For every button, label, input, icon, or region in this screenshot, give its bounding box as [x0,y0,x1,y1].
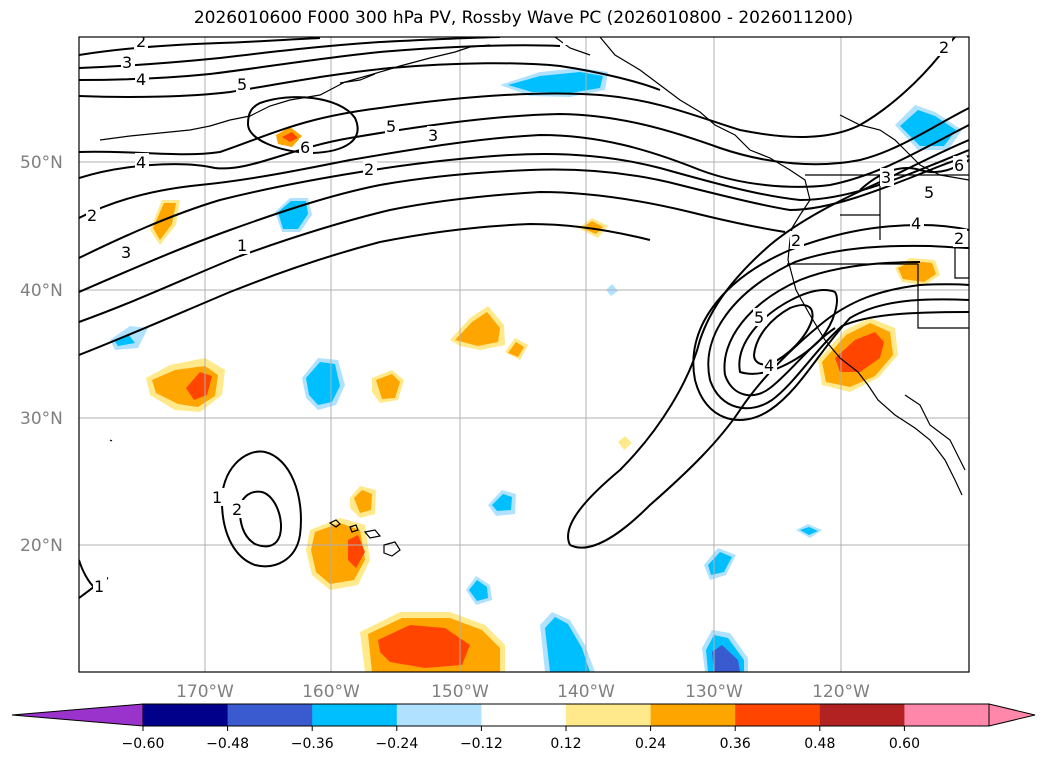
contour-label: 5 [237,75,247,94]
colorbar-segment [904,704,990,726]
contour-label: 4 [136,70,146,89]
lat-label-50n: 50°N [20,153,63,173]
colorbar: −0.60 −0.48 −0.36 −0.24 −0.12 0.12 0.24 0.36 0.4… [11,703,1036,752]
longitude-axis: 170°W 160°W 150°W 140°W 130°W 120°W [176,682,870,702]
contour-label: 1 [94,577,104,596]
alaska-coastline [99,44,491,141]
latitude-axis: 50°N 40°N 30°N 20°N [20,153,63,556]
pv-contours [79,37,969,599]
colorbar-tick-label: 0.12 [550,736,581,752]
map-frame [78,36,970,673]
colorbar-segment [396,704,482,726]
contour-label: 1 [237,236,247,255]
colorbar-tick-label: −0.60 [122,736,165,752]
positive-anomaly [153,203,176,240]
contour-label: 2 [791,231,801,250]
colorbar-extension-low [11,703,144,727]
lat-label-30n: 30°N [20,409,63,429]
contour-label: 2 [136,32,146,51]
lon-label-120w: 120°W [812,682,870,702]
contour-label: 2 [954,229,964,248]
colorbar-segment [735,704,821,726]
contour-label: 1 [212,488,222,507]
contour-label: 4 [136,153,146,172]
colorbar-segment [227,704,313,726]
colorbar-segment [819,704,905,726]
contour-label: 2 [939,38,949,57]
colorbar-tick-label: −0.12 [460,736,503,752]
colorbar-segment [143,704,229,726]
colorbar-tick-label: −0.36 [291,736,334,752]
colorbar-tick-label: 0.36 [720,736,751,752]
contour-label: 2 [364,160,374,179]
gridlines [79,37,969,672]
colorbar-tick-label: −0.24 [375,736,418,752]
lon-label-140w: 140°W [557,682,615,702]
contour-label: 2 [87,206,97,225]
lon-label-150w: 150°W [431,682,489,702]
closed-contour-2 [238,490,282,548]
lat-label-40n: 40°N [20,281,63,301]
colorbar-tick-label: −0.48 [206,736,249,752]
contour-label-layer: 2 3 4 5 6 5 3 2 1 4 3 2 1 2 [87,32,965,596]
lon-label-130w: 130°W [685,682,743,702]
contour-label: 4 [911,214,921,233]
plot-title: 2026010600 F000 300 hPa PV, Rossby Wave … [193,8,854,28]
colorbar-tick-label: 0.48 [804,736,835,752]
contour-label: 2 [232,500,242,519]
contour-label: 5 [386,117,396,136]
contour-label: 6 [954,156,964,175]
contour-label: 3 [122,53,132,72]
colorbar-tick-label: 0.60 [889,736,920,752]
lon-label-160w: 160°W [302,682,360,702]
colorbar-segment [481,704,567,726]
contour-label: 3 [121,243,131,262]
colorbar-segment [312,704,398,726]
contour-label: 3 [428,126,438,145]
lat-label-20n: 20°N [20,536,63,556]
colorbar-extension-high [988,703,1036,727]
contour-label: 5 [754,308,764,327]
contour-label: 4 [764,356,774,375]
colorbar-segment [650,704,736,726]
closed-contour-1 [220,450,302,568]
hawaii-coastline [328,519,401,557]
colorbar-tick-label: 0.24 [635,736,666,752]
colorbar-segment [566,704,652,726]
contour-line [79,37,321,56]
contour-label: 3 [881,168,891,187]
contour-label: 5 [924,183,934,202]
pv-anomaly-shading [110,68,962,672]
lon-label-170w: 170°W [176,682,234,702]
contour-label: 6 [300,138,310,157]
